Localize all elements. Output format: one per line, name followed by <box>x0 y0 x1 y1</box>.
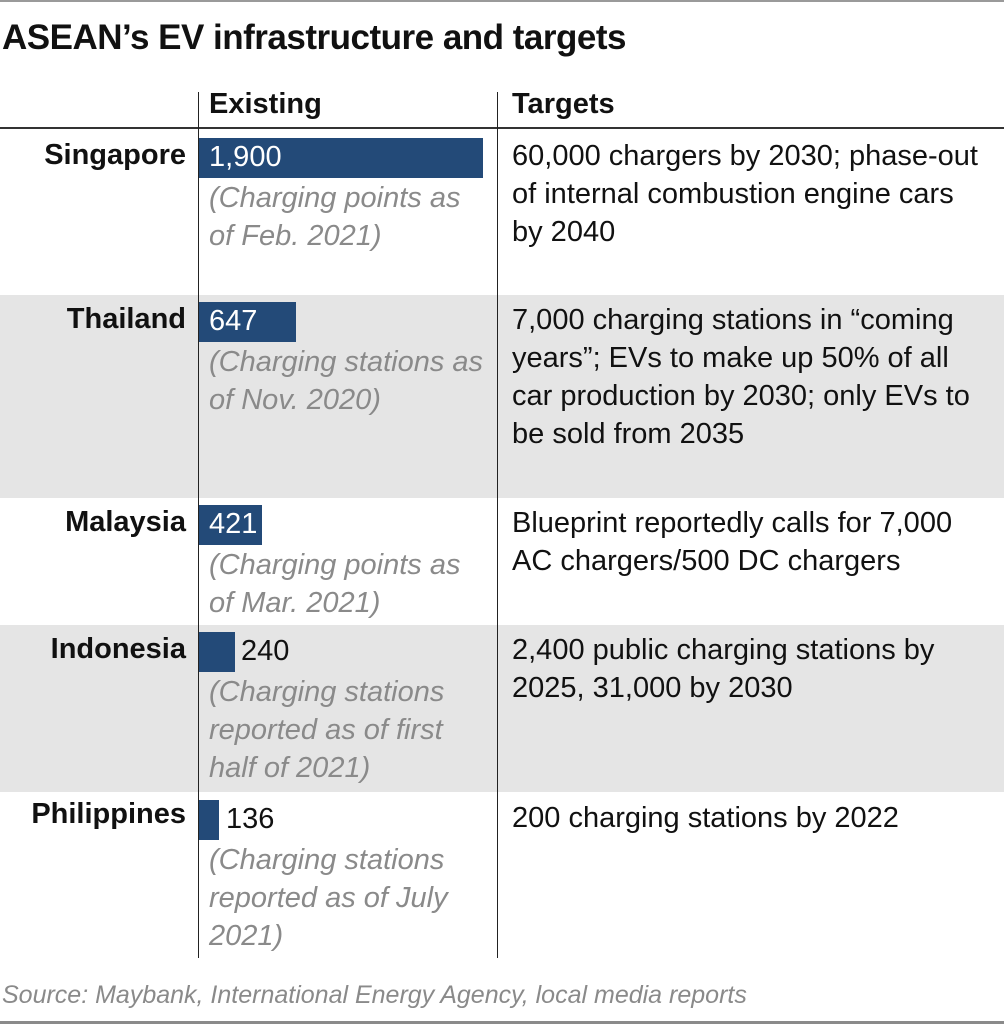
country-label: Thailand <box>66 303 186 335</box>
column-divider-targets <box>497 92 498 958</box>
target-text: 60,000 chargers by 2030; phase-out of in… <box>512 140 978 248</box>
bar-value-label: 1,900 <box>209 141 282 173</box>
note-text: (Charging stations reported as of first … <box>209 676 445 784</box>
bar-philippines <box>199 800 219 840</box>
table-row-indonesia: Indonesia 240 (Charging stations reporte… <box>0 625 1004 792</box>
bar-indonesia <box>199 632 235 672</box>
table-row-thailand: Thailand 647 (Charging stations as of No… <box>0 295 1004 498</box>
target-text: Blueprint reportedly calls for 7,000 AC … <box>512 507 953 577</box>
table-row-malaysia: Malaysia 421 (Charging points as of Mar.… <box>0 498 1004 624</box>
table-row-philippines: Philippines 136 (Charging stations repor… <box>0 793 1004 958</box>
target-text: 200 charging stations by 2022 <box>512 802 899 834</box>
chart-title: ASEAN’s EV infrastructure and targets <box>2 18 626 57</box>
target-text: 2,400 public charging stations by 2025, … <box>512 634 935 704</box>
top-rule <box>0 0 1004 2</box>
target-text: 7,000 charging stations in “coming years… <box>512 304 970 450</box>
column-header-existing: Existing <box>209 88 322 120</box>
country-label: Indonesia <box>50 633 186 665</box>
country-label: Philippines <box>31 798 186 830</box>
bar-value-label: 240 <box>241 635 290 667</box>
note-text: (Charging points as of Feb. 2021) <box>209 182 461 252</box>
table-row-singapore: Singapore 1,900 (Charging points as of F… <box>0 129 1004 294</box>
column-header-targets: Targets <box>512 88 615 120</box>
bottom-rule <box>0 1021 1004 1024</box>
bar-singapore <box>199 138 483 178</box>
country-label: Singapore <box>44 139 186 171</box>
note-text: (Charging stations reported as of July 2… <box>209 844 448 952</box>
bar-malaysia <box>199 505 262 545</box>
note-text: (Charging stations as of Nov. 2020) <box>209 346 484 416</box>
country-label: Malaysia <box>65 506 186 538</box>
note-text: (Charging points as of Mar. 2021) <box>209 549 461 619</box>
source-note: Source: Maybank, International Energy Ag… <box>2 981 747 1009</box>
bar-value-label: 647 <box>209 305 258 337</box>
column-divider-existing <box>198 92 199 958</box>
bar-value-label: 136 <box>226 803 275 835</box>
bar-thailand <box>199 302 296 342</box>
bar-value-label: 421 <box>209 508 258 540</box>
header-divider <box>0 127 1004 129</box>
